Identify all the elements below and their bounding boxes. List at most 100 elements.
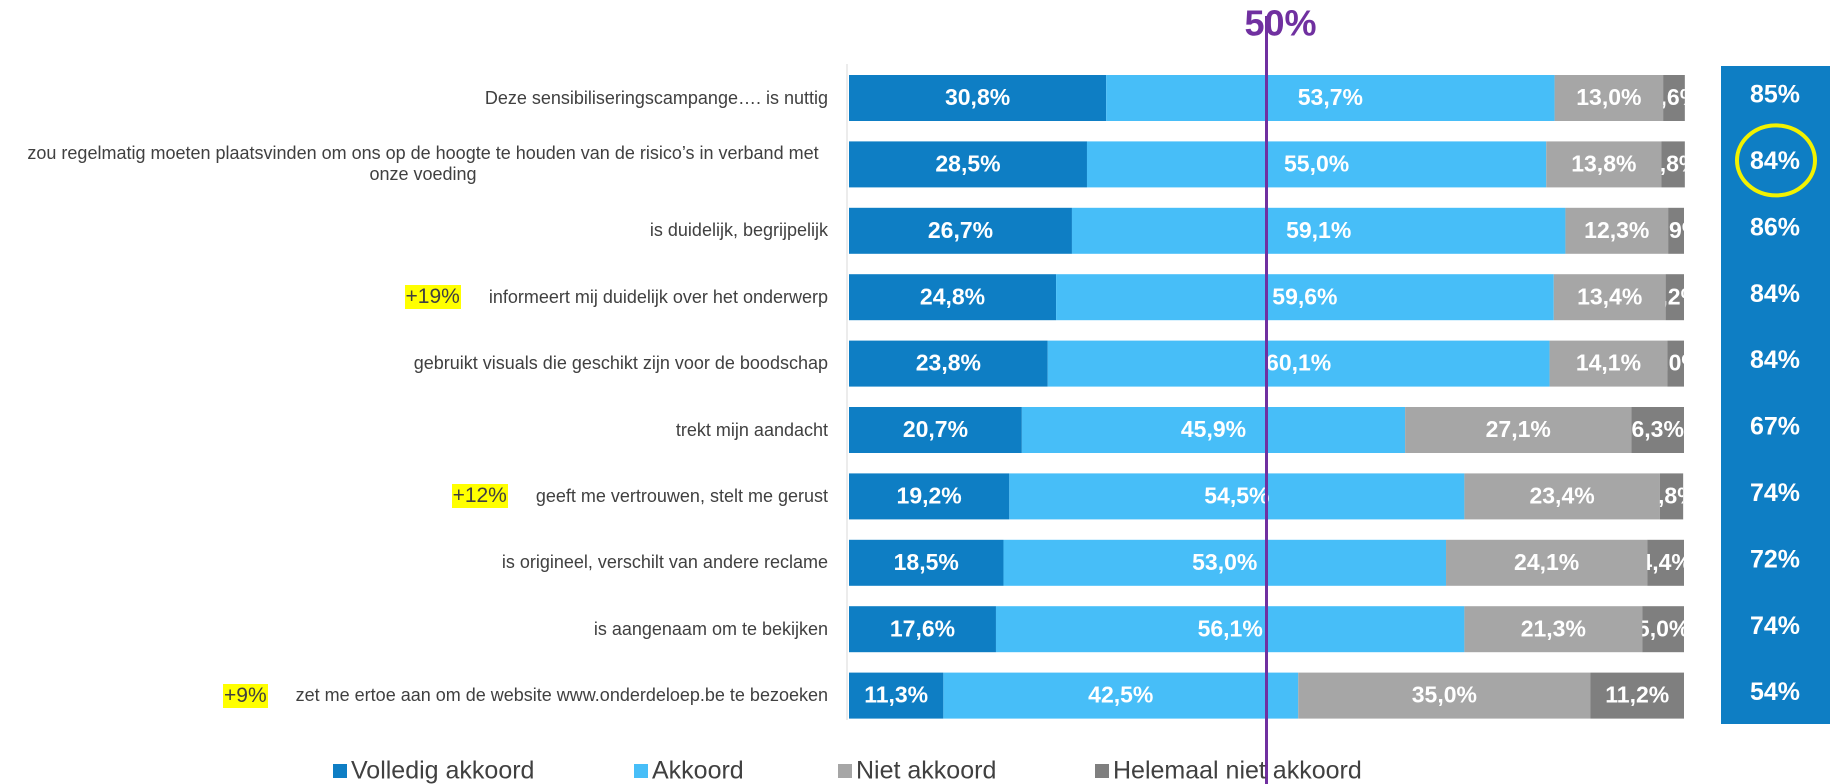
data-label: 18,5% — [894, 549, 959, 575]
data-label: 2,8% — [1647, 150, 1699, 176]
data-label: 4,4% — [1639, 549, 1691, 575]
data-label: 21,3% — [1521, 615, 1586, 641]
bar-segment — [1647, 539, 1684, 586]
data-label: 45,9% — [1181, 416, 1246, 442]
bar-segment — [1003, 539, 1447, 586]
bar-segment — [849, 539, 1004, 586]
category-label: zet me ertoe aan om de website www.onder… — [295, 685, 828, 706]
data-label: 12,3% — [1584, 217, 1649, 243]
highlight-circle — [1735, 123, 1817, 198]
bar-segment — [1464, 473, 1660, 520]
bar-segment — [1661, 141, 1685, 188]
bar-segment — [849, 274, 1057, 321]
data-label: 13,0% — [1576, 84, 1641, 110]
bar-segment — [1549, 340, 1668, 387]
data-label: 11,3% — [864, 682, 928, 708]
bar-segment — [1631, 407, 1684, 453]
category-row: +19% informeert mij duidelijk over het on… — [0, 269, 828, 325]
total-label: 84% — [1750, 346, 1800, 374]
legend-label: Akkoord — [652, 757, 744, 784]
category-label: trekt mijn aandacht — [675, 419, 828, 440]
data-label: 5,0% — [1637, 615, 1689, 641]
category-label: is aangenaam om te bekijken — [593, 618, 828, 639]
category-label: is origineel, verschilt van andere recla… — [501, 552, 828, 573]
bar-segment — [1405, 407, 1632, 453]
total-label: 84% — [1750, 280, 1800, 308]
data-label: 20,7% — [903, 416, 968, 442]
legend-swatch — [634, 764, 648, 778]
data-label: 55,0% — [1284, 150, 1349, 176]
bar-segment — [1106, 75, 1555, 121]
total-label: 85% — [1750, 81, 1800, 109]
data-label: 2,8% — [1645, 482, 1697, 508]
category-label: zou regelmatig moeten plaatsvinden om on… — [27, 143, 819, 185]
total-label: 86% — [1750, 213, 1800, 241]
legend-label: Niet akkoord — [856, 757, 996, 784]
bar-segment — [849, 141, 1087, 188]
bar-segment — [1663, 75, 1685, 121]
data-label: 23,8% — [916, 350, 981, 376]
legend-label: Volledig akkoord — [351, 757, 534, 784]
bar-segment — [849, 207, 1072, 254]
data-label: 42,5% — [1088, 682, 1153, 708]
data-label: 27,1% — [1486, 416, 1551, 442]
data-label: 26,7% — [928, 217, 993, 243]
category-label: is duidelijk, begrijpelijk — [649, 220, 828, 241]
data-label: 56,1% — [1198, 615, 1263, 641]
data-label: 19,2% — [897, 482, 962, 508]
data-label: 23,4% — [1529, 482, 1594, 508]
bar-segment — [1553, 274, 1666, 321]
data-label: 30,8% — [945, 84, 1010, 110]
legend-swatch — [838, 764, 852, 778]
legend-swatch — [333, 764, 347, 778]
total-label: 72% — [1750, 545, 1800, 573]
data-label: 13,8% — [1571, 150, 1636, 176]
category-row: Deze sensibiliseringscampange…. is nutti… — [0, 70, 828, 126]
category-row: gebruikt visuals die geschikt zijn voor … — [0, 336, 828, 392]
bar-segment — [1642, 606, 1684, 653]
bar-segment — [1021, 407, 1406, 453]
bar-segment — [1665, 274, 1684, 321]
legend-swatch — [1095, 764, 1109, 778]
category-row: is origineel, verschilt van andere recla… — [0, 535, 828, 591]
data-label: 60,1% — [1266, 350, 1331, 376]
bar-segment — [849, 473, 1010, 520]
bar-segment — [1446, 539, 1648, 586]
annotation: +12% — [451, 484, 508, 509]
data-label: 24,1% — [1514, 549, 1579, 575]
category-row: +12% geeft me vertrouwen, stelt me gerust — [0, 468, 828, 524]
data-label: 2,2% — [1649, 283, 1701, 309]
bar-segment — [1659, 473, 1684, 520]
annotation: +19% — [404, 285, 461, 310]
data-label: 59,1% — [1286, 217, 1351, 243]
total-label: 84% — [1750, 147, 1800, 175]
data-label: 1,9% — [1650, 217, 1702, 243]
bar-segment — [849, 672, 944, 719]
data-label: 11,2% — [1605, 682, 1669, 708]
category-row: is duidelijk, begrijpelijk — [0, 203, 828, 259]
bar-segment — [1071, 207, 1566, 254]
category-row: trekt mijn aandacht — [0, 402, 828, 458]
data-label: 13,4% — [1577, 283, 1642, 309]
category-row: zou regelmatig moeten plaatsvinden om on… — [0, 136, 828, 192]
category-label: Deze sensibiliseringscampange…. is nutti… — [484, 87, 828, 108]
bar-segment — [1554, 75, 1664, 121]
total-label: 54% — [1750, 678, 1800, 706]
data-label: 6,3% — [1631, 416, 1683, 442]
bar-segment — [1464, 606, 1643, 653]
data-label: 2,0% — [1649, 350, 1701, 376]
bar-segment — [1298, 672, 1591, 719]
total-label: 67% — [1750, 413, 1800, 441]
data-label: 14,1% — [1576, 350, 1641, 376]
data-label: 35,0% — [1412, 682, 1477, 708]
data-label: 53,7% — [1298, 84, 1363, 110]
bar-segment — [849, 340, 1048, 387]
data-label: 59,6% — [1272, 283, 1337, 309]
annotation: +9% — [223, 683, 268, 708]
bar-segment — [1590, 672, 1684, 719]
data-label: 2,6% — [1648, 84, 1700, 110]
bar-segment — [1667, 340, 1684, 387]
total-label: 74% — [1750, 479, 1800, 507]
